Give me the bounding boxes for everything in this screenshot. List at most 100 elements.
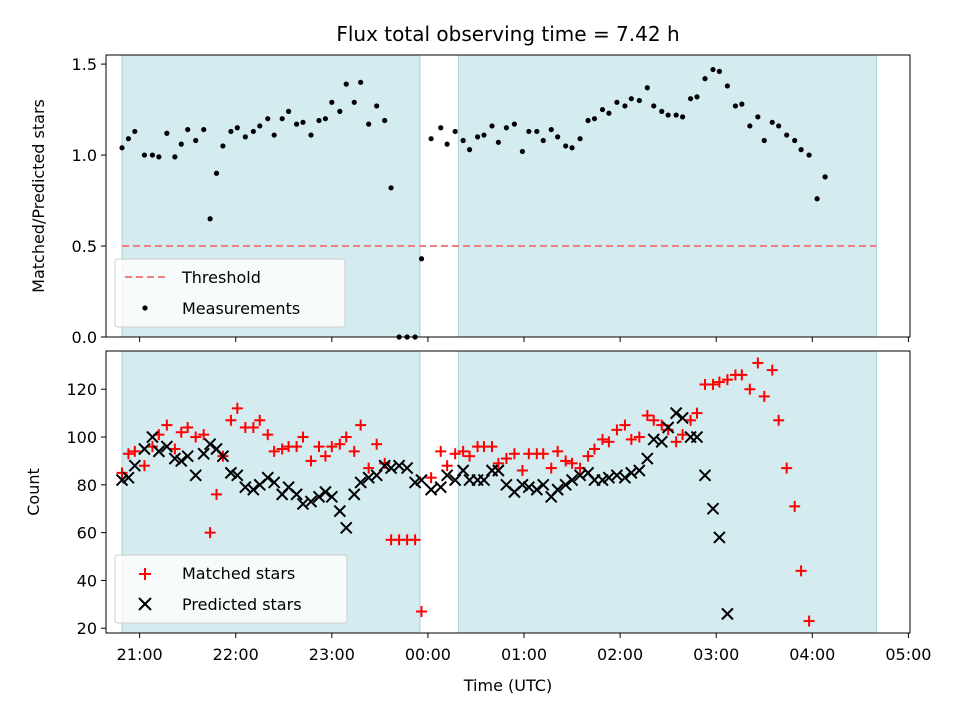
measurement-point-68	[622, 103, 628, 109]
predicted-star-point-12	[203, 437, 217, 451]
matched-star-point-92	[795, 565, 807, 577]
predicted-star-point-36	[378, 459, 391, 472]
bottom-xtick-label-8: 05:00	[885, 645, 931, 664]
top-x-ticks	[139, 337, 909, 342]
matched-star-point-13	[211, 488, 223, 500]
measurement-point-33	[358, 79, 364, 85]
matched-star-point-58	[545, 462, 557, 474]
matched-star-point-43	[435, 445, 447, 457]
measurement-point-85	[747, 123, 753, 129]
measurement-point-27	[316, 117, 322, 124]
matched-star-point-47	[464, 450, 476, 462]
matched-star-point-63	[582, 450, 594, 462]
predicted-star-point-30	[333, 504, 347, 518]
legend-matched-swatch	[139, 568, 151, 580]
predicted-star-point-18	[247, 483, 260, 496]
matched-star-point-22	[276, 443, 288, 455]
measurement-point-7	[172, 154, 178, 160]
matched-star-point-15	[225, 414, 237, 426]
legend-predicted-label: Predicted stars	[182, 595, 302, 614]
bottom-ytick-label-2: 60	[77, 524, 97, 543]
matched-star-point-30	[334, 438, 346, 450]
measurement-point-5	[156, 154, 162, 160]
measurement-point-22	[279, 116, 285, 122]
predicted-star-point-24	[290, 488, 303, 501]
matched-star-point-40	[409, 534, 421, 546]
measurement-point-28	[322, 116, 329, 122]
measurement-point-63	[585, 117, 591, 124]
matched-star-point-80	[707, 378, 719, 390]
predicted-star-point-16	[231, 469, 244, 482]
top-ytick-label-0: 0.0	[72, 328, 97, 347]
matched-star-point-6	[161, 419, 173, 431]
measurement-point-59	[555, 134, 561, 140]
measurement-point-55	[526, 128, 532, 135]
matched-star-point-1	[122, 448, 134, 460]
measurement-point-58	[548, 126, 554, 133]
measurement-point-76	[679, 114, 686, 120]
measurement-point-14	[220, 143, 226, 149]
matched-star-point-29	[326, 441, 338, 453]
predicted-star-point-80	[706, 502, 720, 515]
predicted-star-point-41	[415, 473, 428, 487]
predicted-star-point-46	[456, 464, 470, 477]
predicted-star-point-31	[340, 521, 353, 535]
measurement-point-11	[201, 126, 207, 133]
matched-star-point-82	[721, 374, 733, 386]
measurement-point-51	[495, 139, 501, 145]
predicted-star-point-2	[128, 459, 142, 472]
predicted-star-point-8	[175, 454, 188, 468]
measurement-point-48	[474, 134, 481, 140]
matched-star-point-18	[247, 421, 259, 433]
predicted-star-point-27	[312, 490, 326, 503]
predicted-star-point-32	[348, 488, 361, 501]
measurement-point-31	[343, 81, 349, 87]
matched-star-point-4	[146, 441, 158, 453]
measurement-point-88	[769, 119, 775, 125]
matched-star-point-54	[516, 464, 528, 476]
bottom-axes-frame	[105, 350, 911, 634]
predicted-star-point-39	[400, 461, 414, 475]
matched-star-point-60	[560, 455, 572, 467]
matched-star-point-75	[670, 436, 682, 448]
matched-star-point-72	[648, 414, 660, 426]
measurement-point-4	[149, 152, 156, 158]
predicted-star-point-55	[522, 481, 536, 494]
predicted-star-point-17	[239, 481, 252, 494]
measurement-point-82	[724, 83, 731, 89]
matched-star-point-46	[457, 445, 469, 457]
matched-star-point-88	[766, 364, 778, 376]
measurement-point-3	[141, 152, 148, 158]
bottom-ytick-label-4: 100	[66, 428, 97, 447]
bottom-legend: Matched stars Predicted stars	[114, 554, 348, 624]
predicted-star-point-72	[647, 433, 660, 446]
predicted-star-point-74	[661, 421, 675, 434]
predicted-star-point-76	[676, 411, 689, 425]
predicted-star-point-20	[261, 471, 274, 484]
predicted-star-point-66	[602, 471, 616, 484]
predicted-star-point-78	[690, 430, 704, 444]
top-legend: Threshold Measurements	[114, 258, 346, 328]
predicted-star-point-21	[267, 476, 281, 489]
top-y-ticks: 0.0 0.5 1.0 1.5	[72, 55, 106, 347]
measurement-point-12	[207, 216, 213, 222]
measurement-point-45	[452, 128, 458, 135]
measurement-point-49	[481, 132, 487, 138]
predicted-star-point-70	[633, 464, 646, 477]
predicted-star-point-44	[440, 469, 454, 482]
predicted-star-point-28	[319, 485, 332, 499]
matched-star-point-31	[340, 431, 352, 443]
matched-star-point-26	[305, 455, 317, 467]
matched-star-point-86	[752, 357, 764, 369]
bottom-ytick-label-1: 40	[77, 571, 97, 590]
matched-star-point-77	[685, 414, 697, 426]
measurement-point-20	[265, 116, 271, 122]
predicted-star-point-81	[713, 531, 726, 544]
matched-star-point-50	[486, 441, 498, 453]
bottom-xtick-label-7: 04:00	[789, 645, 835, 664]
measurement-point-2	[132, 128, 138, 135]
matched-star-point-3	[138, 460, 150, 472]
measurement-point-75	[673, 112, 679, 118]
predicted-star-point-3	[138, 442, 151, 456]
